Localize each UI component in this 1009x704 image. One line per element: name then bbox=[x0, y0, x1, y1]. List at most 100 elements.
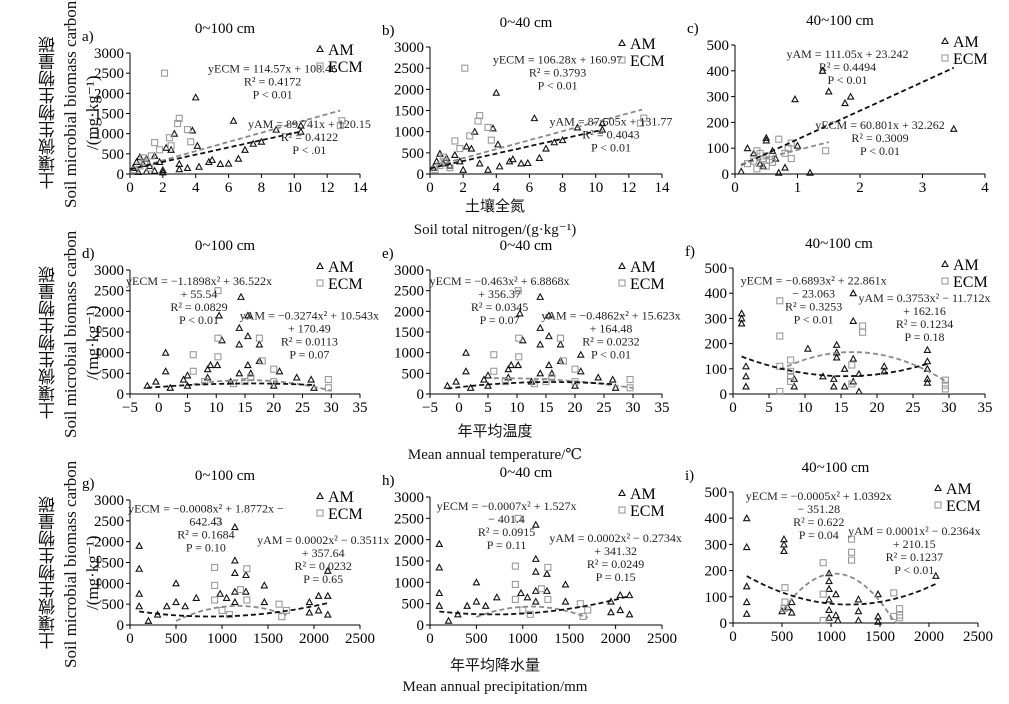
x-tick-label: 2000 bbox=[914, 629, 944, 645]
equation-text: yECM = −0.463x² + 6.8868x bbox=[430, 274, 570, 288]
equation-text: yECM = 106.28x + 160.97 bbox=[493, 53, 623, 67]
y-tick-label: 500 bbox=[402, 366, 425, 382]
legend-marker-ecm bbox=[316, 279, 324, 287]
data-point-am bbox=[175, 165, 184, 173]
data-point-ecm bbox=[571, 365, 579, 373]
y-tick-label: 0 bbox=[417, 618, 425, 634]
data-point-am bbox=[255, 340, 264, 348]
data-point-ecm bbox=[241, 378, 249, 386]
data-point-ecm bbox=[441, 157, 449, 165]
data-point-ecm bbox=[848, 361, 856, 369]
x-tick-label: 20 bbox=[870, 400, 885, 416]
data-point-am bbox=[192, 593, 201, 601]
data-point-ecm bbox=[780, 605, 788, 613]
data-point-am bbox=[831, 590, 840, 598]
y-tick-label: 2500 bbox=[94, 284, 124, 300]
data-point-ecm bbox=[848, 535, 856, 543]
x-tick-label: 10 bbox=[209, 400, 224, 416]
legend-label: ECM bbox=[946, 498, 981, 515]
data-point-am bbox=[435, 601, 444, 609]
panel-letter: f) bbox=[685, 244, 695, 260]
data-point-am bbox=[536, 292, 545, 300]
data-point-ecm bbox=[848, 380, 856, 388]
data-point-am bbox=[840, 382, 849, 390]
data-point-ecm bbox=[822, 147, 830, 155]
equation-text: P = 0.65 bbox=[303, 572, 343, 586]
data-point-ecm bbox=[626, 375, 634, 384]
y-tick-label: 2500 bbox=[94, 514, 124, 530]
data-point-ecm bbox=[336, 122, 344, 130]
y-tick-label: 400 bbox=[705, 511, 728, 527]
data-point-am bbox=[530, 113, 539, 122]
y-tick-label: 1000 bbox=[94, 576, 124, 592]
data-point-am bbox=[161, 367, 170, 375]
equation-text: yAM = 89.741x + 120.15 bbox=[248, 117, 371, 131]
data-point-am bbox=[234, 154, 243, 162]
fit-line-am bbox=[129, 130, 302, 171]
x-tick-label: 0 bbox=[729, 400, 737, 416]
data-point-am bbox=[523, 593, 532, 601]
data-point-am bbox=[135, 602, 144, 610]
data-point-ecm bbox=[214, 287, 222, 295]
data-point-ecm bbox=[236, 586, 244, 594]
data-point-am bbox=[561, 597, 570, 605]
panel-i: i) 40~100 cm 0 100 200 300 400 500 0 500 1000 1500 2… bbox=[685, 460, 993, 645]
data-point-ecm bbox=[151, 138, 159, 147]
data-point-am bbox=[143, 381, 152, 389]
x-label-en: Mean annual temperature/℃ bbox=[407, 447, 583, 463]
data-point-am bbox=[224, 159, 233, 167]
x-tick-label: 35 bbox=[978, 400, 993, 416]
x-tick-label: 4 bbox=[981, 180, 989, 196]
equation-text: R² = 0.3009 bbox=[851, 131, 908, 145]
data-point-ecm bbox=[211, 581, 219, 589]
x-tick-label: 4 bbox=[192, 180, 200, 196]
data-point-am bbox=[443, 381, 452, 389]
data-point-am bbox=[484, 371, 492, 379]
x-tick-label: 25 bbox=[295, 400, 310, 416]
y-tick-label: 1000 bbox=[394, 346, 424, 362]
y-tick-label: 500 bbox=[102, 597, 125, 613]
data-point-am bbox=[831, 610, 840, 619]
x-axis-label-row-3: 年平均降水量 Mean annual precipitation/mm bbox=[330, 654, 660, 696]
data-point-ecm bbox=[466, 132, 474, 140]
data-point-am bbox=[840, 364, 849, 372]
equation-text: yAM = 0.3753x² − 11.712x bbox=[859, 291, 991, 305]
data-point-am bbox=[806, 168, 814, 176]
y-tick-label: 1000 bbox=[394, 125, 424, 141]
data-point-am bbox=[742, 362, 750, 370]
equation-text: + 210.15 bbox=[893, 537, 936, 551]
data-point-ecm bbox=[775, 135, 783, 143]
x-tick-label: 2000 bbox=[299, 631, 329, 647]
equation-text: R² = 0.0232 bbox=[295, 559, 352, 573]
data-point-am bbox=[825, 613, 833, 621]
y-tick-label: 0 bbox=[417, 387, 425, 403]
data-point-am bbox=[544, 360, 553, 369]
data-point-am bbox=[484, 165, 492, 173]
equation-text: P < 0.01 bbox=[253, 87, 293, 101]
data-point-am bbox=[492, 593, 501, 601]
data-point-am bbox=[824, 87, 833, 95]
x-label-en: Soil total nitrogen/(g·kg⁻¹) bbox=[413, 222, 577, 238]
x-tick-label: 25 bbox=[597, 400, 612, 416]
data-point-ecm bbox=[431, 166, 439, 174]
data-point-ecm bbox=[174, 120, 182, 128]
data-point-am bbox=[874, 617, 882, 625]
y-tick-label: 3000 bbox=[94, 46, 124, 62]
data-point-am bbox=[742, 609, 751, 617]
data-point-ecm bbox=[175, 114, 183, 122]
data-point-am bbox=[523, 158, 532, 167]
x-tick-label: 1000 bbox=[816, 629, 846, 645]
fit-line-ecm bbox=[429, 108, 643, 169]
y-tick-label: 1000 bbox=[394, 575, 424, 591]
equation-text: + 356.37 bbox=[478, 287, 521, 301]
data-point-ecm bbox=[762, 162, 770, 170]
equation-text: R² = 0.0829 bbox=[170, 300, 227, 314]
data-point-am bbox=[206, 360, 215, 369]
equation-text: + 170.49 bbox=[288, 322, 331, 336]
data-point-am bbox=[594, 373, 603, 381]
panel-letter: c) bbox=[687, 21, 699, 37]
legend-marker-ecm bbox=[934, 501, 942, 509]
data-point-am bbox=[544, 311, 553, 319]
y-tick-label: 3000 bbox=[94, 263, 124, 279]
legend-label: AM bbox=[630, 36, 656, 53]
